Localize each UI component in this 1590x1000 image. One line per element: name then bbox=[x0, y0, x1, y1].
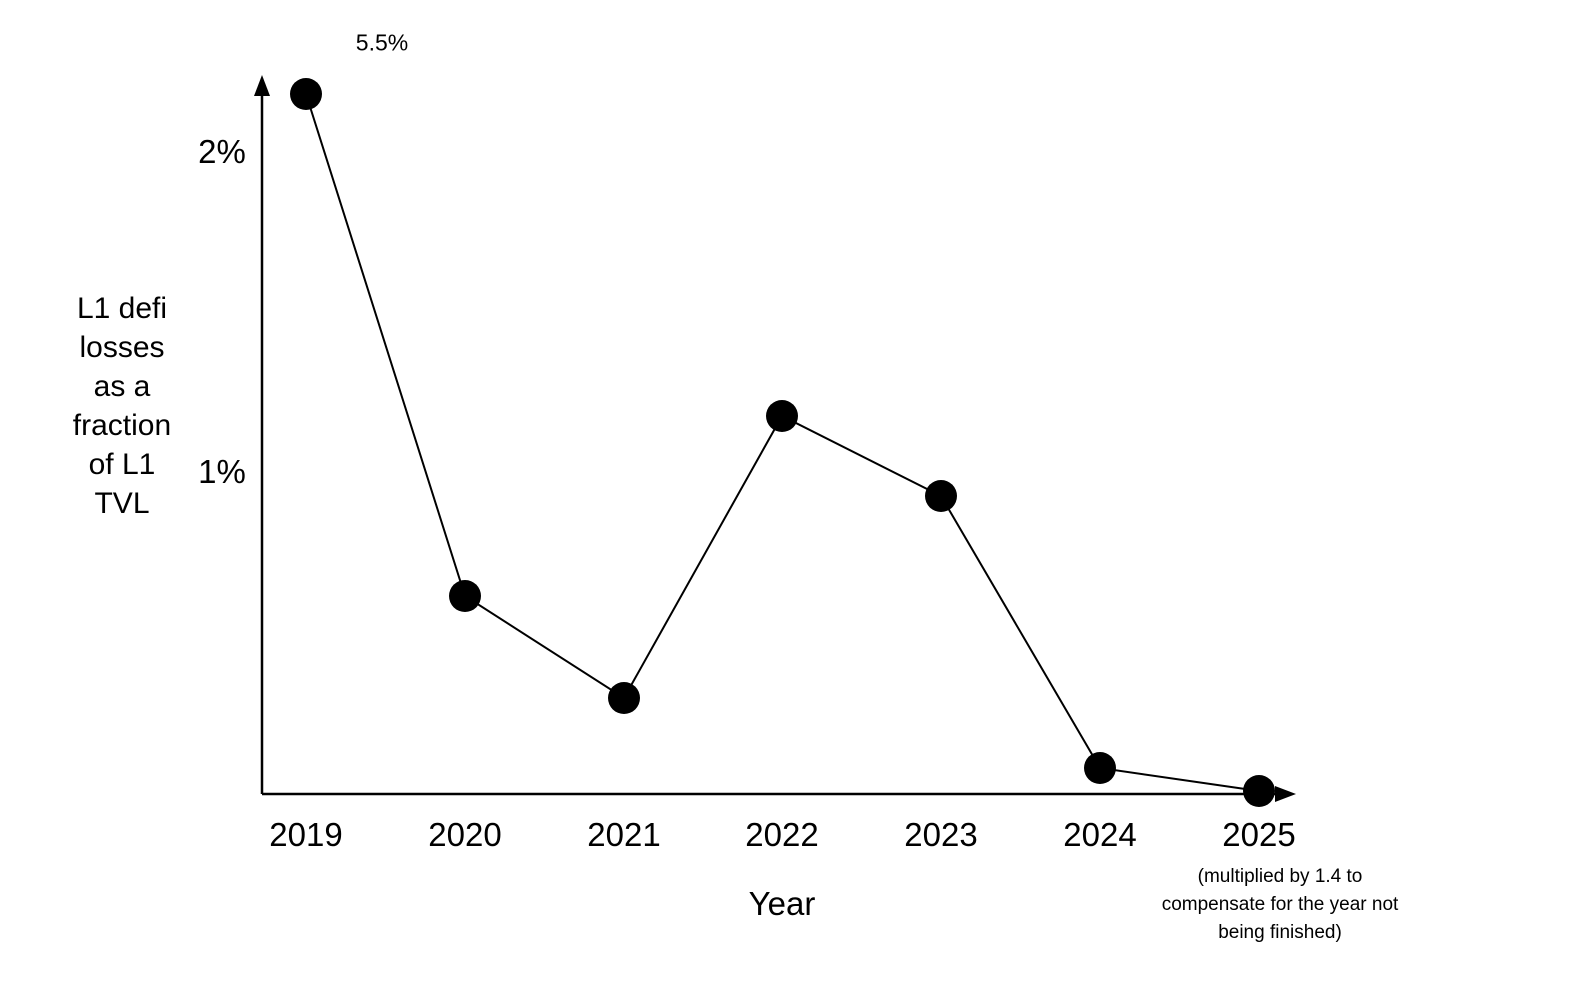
data-point-2024 bbox=[1084, 752, 1116, 784]
data-point-2019 bbox=[290, 78, 322, 110]
y-tick-1pct: 1% bbox=[198, 453, 246, 490]
y-axis-title-line: as a bbox=[93, 370, 151, 403]
note-line: being finished) bbox=[1218, 922, 1342, 943]
x-tick-2020: 2020 bbox=[428, 816, 502, 853]
y-axis-title-line: TVL bbox=[94, 487, 150, 520]
x-tick-2025: 2025 bbox=[1222, 816, 1296, 853]
y-axis-title-line: L1 defi bbox=[76, 292, 168, 325]
year-2025-adjustment-note: (multiplied by 1.4 to compensate for the … bbox=[1162, 863, 1399, 947]
data-point-2020 bbox=[449, 580, 481, 612]
x-tick-2023: 2023 bbox=[904, 816, 978, 853]
y-axis-title-line: losses bbox=[79, 331, 165, 364]
y-axis-title-line: fraction bbox=[72, 409, 172, 442]
x-tick-2021: 2021 bbox=[587, 816, 661, 853]
y-tick-2pct: 2% bbox=[198, 133, 246, 170]
data-point-2025 bbox=[1243, 775, 1275, 807]
x-axis-arrowhead-icon bbox=[1275, 786, 1296, 802]
x-tick-2022: 2022 bbox=[745, 816, 819, 853]
data-point-2023 bbox=[925, 480, 957, 512]
data-point-2022 bbox=[766, 400, 798, 432]
data-series-line bbox=[305, 93, 1260, 792]
x-tick-2019: 2019 bbox=[269, 816, 343, 853]
note-line: (multiplied by 1.4 to bbox=[1197, 866, 1363, 887]
y-axis-title-line: of L1 bbox=[88, 448, 156, 481]
y-axis-arrowhead-icon bbox=[254, 75, 270, 96]
peak-value-annotation: 5.5% bbox=[355, 29, 409, 56]
x-axis-title: Year bbox=[748, 885, 816, 922]
y-axis-title: L1 defi losses as a fraction of L1 TVL bbox=[22, 289, 222, 523]
x-tick-2024: 2024 bbox=[1063, 816, 1137, 853]
note-line: compensate for the year not bbox=[1161, 894, 1399, 915]
data-point-2021 bbox=[608, 682, 640, 714]
